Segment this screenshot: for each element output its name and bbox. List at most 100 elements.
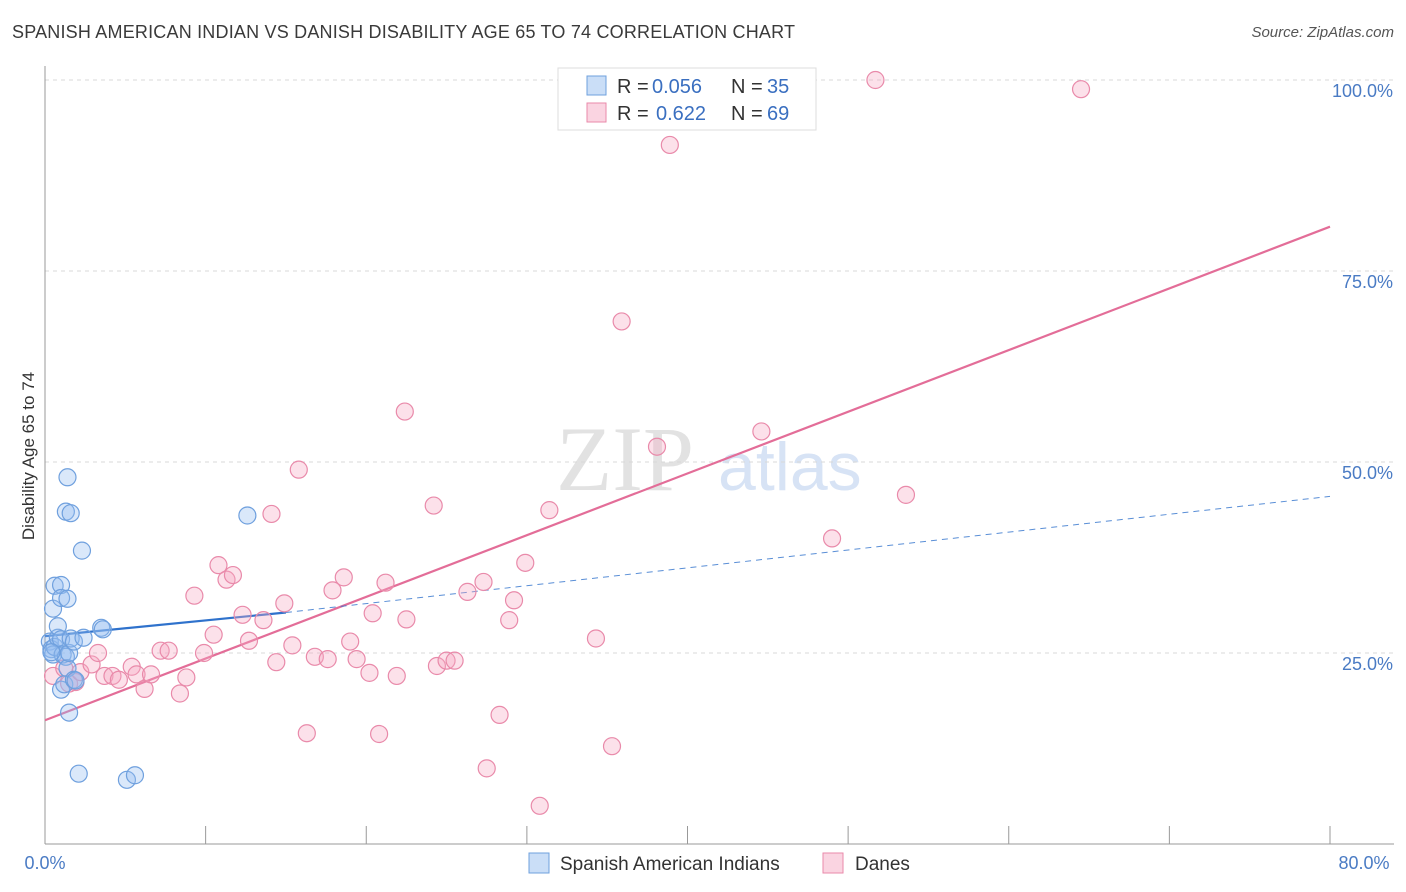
- point-danes: [318, 650, 337, 669]
- legend-n-value-blue: 35: [767, 76, 789, 98]
- point-danes: [602, 737, 622, 756]
- point-spanish-american-indians: [238, 506, 257, 525]
- bottom-legend-label-pink: Danes: [855, 854, 910, 875]
- gridlines: [45, 79, 1394, 654]
- point-danes: [223, 565, 243, 585]
- y-axis-title: Disability Age 65 to 74: [19, 372, 38, 540]
- data-points: [40, 70, 1091, 815]
- legend-r-value-pink: 0.622: [656, 103, 706, 125]
- point-danes: [370, 724, 389, 744]
- point-danes: [275, 594, 294, 613]
- point-spanish-american-indians: [58, 589, 77, 608]
- y-tick-label: 75.0%: [1342, 272, 1393, 292]
- y-tick-label: 50.0%: [1342, 463, 1393, 483]
- point-danes: [500, 611, 519, 630]
- point-spanish-american-indians: [64, 632, 84, 651]
- point-danes: [395, 402, 414, 421]
- bottom-legend-label-blue: Spanish American Indians: [560, 854, 780, 875]
- point-spanish-american-indians: [58, 468, 77, 487]
- point-spanish-american-indians: [61, 629, 80, 648]
- bottom-legend-swatch-blue: [528, 852, 550, 874]
- legend-swatch-pink: [586, 102, 607, 123]
- point-spanish-american-indians: [125, 766, 145, 785]
- point-danes: [170, 684, 190, 703]
- point-danes: [363, 604, 382, 623]
- point-spanish-american-indians: [93, 620, 112, 639]
- y-tick-label: 100.0%: [1332, 81, 1393, 101]
- point-spanish-american-indians: [53, 645, 72, 664]
- point-danes: [360, 663, 379, 682]
- legend-r-label-pink: R =: [617, 103, 649, 125]
- point-danes: [233, 605, 252, 624]
- point-danes: [254, 611, 273, 630]
- legend-r-value-blue: 0.056: [652, 76, 702, 98]
- point-danes: [540, 501, 559, 520]
- point-danes: [752, 422, 771, 441]
- point-danes: [239, 631, 259, 650]
- point-spanish-american-indians: [64, 670, 84, 689]
- point-danes: [474, 572, 493, 592]
- point-danes: [612, 312, 631, 331]
- point-spanish-american-indians: [51, 680, 71, 699]
- point-danes: [530, 796, 549, 815]
- trend-line-spanish-american-indians: [44, 611, 287, 638]
- point-spanish-american-indians: [69, 764, 88, 783]
- point-spanish-american-indians: [66, 671, 85, 690]
- point-danes: [127, 665, 146, 684]
- point-danes: [490, 705, 509, 724]
- point-danes: [866, 70, 885, 90]
- watermark-zip: ZIP: [556, 408, 694, 510]
- x-tick-label: 80.0%: [1338, 853, 1389, 873]
- chart-title: SPANISH AMERICAN INDIAN VS DANISH DISABI…: [12, 22, 796, 42]
- point-spanish-american-indians: [72, 541, 92, 560]
- point-danes: [177, 668, 196, 687]
- point-spanish-american-indians: [51, 588, 71, 608]
- point-danes: [341, 632, 360, 651]
- point-danes: [88, 643, 108, 663]
- point-danes: [445, 651, 464, 670]
- point-spanish-american-indians: [61, 504, 80, 523]
- point-danes: [185, 586, 204, 605]
- point-danes: [262, 504, 281, 524]
- point-danes: [647, 437, 667, 456]
- point-danes: [504, 591, 524, 610]
- point-danes: [297, 724, 316, 743]
- point-danes: [141, 665, 161, 684]
- point-danes: [209, 556, 228, 575]
- legend-n-label-pink: N =: [731, 103, 763, 125]
- trend-line-danes: [44, 225, 1331, 722]
- point-spanish-american-indians: [59, 643, 79, 663]
- point-danes: [82, 655, 101, 674]
- point-danes: [424, 496, 443, 515]
- point-danes: [109, 670, 128, 689]
- y-tick-label: 25.0%: [1342, 654, 1393, 674]
- point-danes: [660, 135, 679, 155]
- point-danes: [323, 581, 342, 600]
- legend: R = 0.056 N = 35 R = 0.622 N = 69: [557, 67, 817, 131]
- trend-lines: [44, 225, 1331, 722]
- legend-n-label-blue: N =: [731, 76, 763, 98]
- point-danes: [159, 641, 178, 660]
- point-danes: [896, 485, 916, 504]
- point-danes: [1071, 80, 1091, 99]
- point-danes: [397, 610, 416, 629]
- point-danes: [822, 529, 842, 548]
- point-danes: [334, 568, 353, 587]
- point-danes: [516, 553, 535, 572]
- source-label: Source: ZipAtlas.com: [1251, 24, 1394, 41]
- point-danes: [347, 650, 366, 669]
- bottom-legend: Spanish American Indians Danes: [528, 852, 910, 875]
- point-danes: [267, 653, 286, 672]
- point-spanish-american-indians: [55, 675, 74, 694]
- legend-n-value-pink: 69: [767, 103, 789, 125]
- point-danes: [477, 759, 496, 778]
- point-danes: [283, 636, 302, 655]
- trend-line-spanish-american-indians-extension: [285, 495, 1331, 614]
- x-tick-label: 0.0%: [24, 853, 65, 873]
- axes: [44, 66, 1394, 845]
- legend-r-label-blue: R =: [617, 76, 649, 98]
- legend-swatch-blue: [586, 75, 607, 96]
- tick-labels: 25.0% 50.0% 75.0% 100.0% 0.0% 80.0%: [24, 81, 1393, 873]
- point-spanish-american-indians: [42, 643, 61, 662]
